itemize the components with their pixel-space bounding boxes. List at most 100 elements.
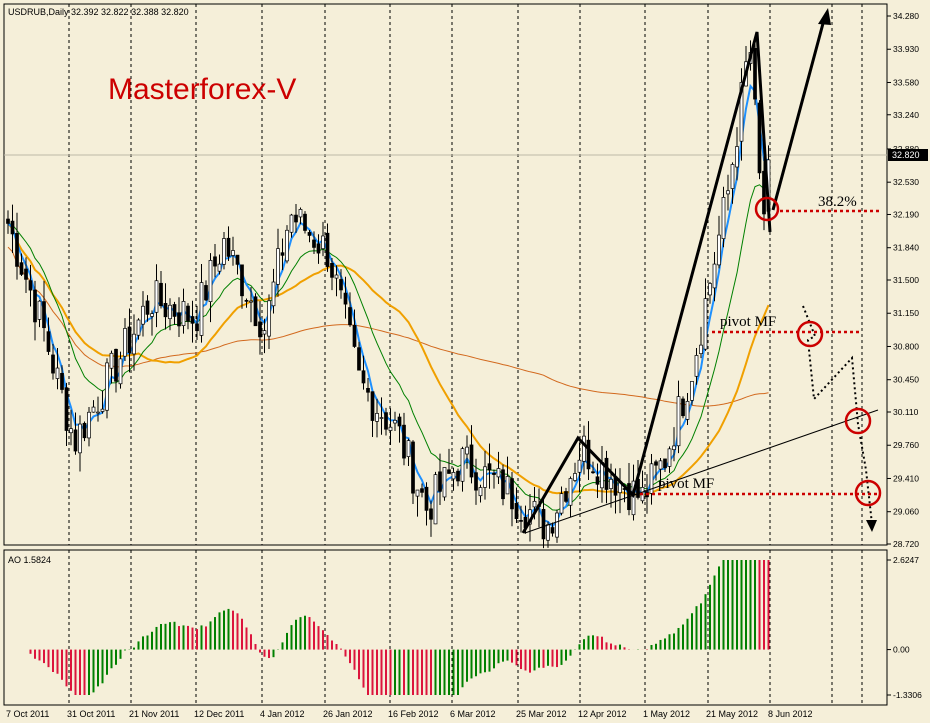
candle-body	[177, 312, 181, 327]
candle-body	[325, 232, 330, 267]
candle-body	[487, 463, 492, 471]
candle-body	[411, 441, 415, 494]
candle-body	[114, 348, 118, 382]
candle-body	[514, 503, 519, 519]
ao-header: AO 1.5824	[8, 555, 51, 565]
candle-body	[726, 190, 730, 195]
price-tick-label: 29.060	[893, 507, 919, 517]
candle-body	[465, 446, 469, 455]
time-tick-label: 7 Oct 2011	[6, 709, 49, 719]
candle-body	[190, 316, 195, 324]
candle-body	[141, 305, 145, 325]
candle-body	[406, 440, 411, 457]
candle-body	[577, 459, 582, 473]
candle-body	[330, 263, 334, 278]
candle-body	[573, 473, 577, 481]
price-tick-label: 30.450	[893, 375, 919, 385]
candle-body	[600, 462, 604, 489]
candle-body	[298, 209, 303, 218]
ao-tick-label: 2.6247	[893, 555, 919, 565]
candle-body	[348, 307, 352, 326]
candle-body	[87, 411, 91, 439]
candle-body	[42, 301, 46, 329]
price-tick-label: 31.150	[893, 308, 919, 318]
time-tick-label: 25 Mar 2012	[516, 709, 567, 719]
time-tick-label: 16 Feb 2012	[388, 709, 439, 719]
candle-body	[708, 283, 712, 296]
candle-body	[253, 296, 258, 327]
candle-body	[352, 324, 357, 347]
candle-body	[19, 262, 24, 275]
candle-body	[685, 401, 690, 420]
price-tick-label: 30.800	[893, 341, 919, 351]
candle-body	[735, 146, 739, 168]
candle-body	[294, 214, 298, 223]
candle-body	[667, 448, 672, 467]
chart-header: USDRUB,Daily 32.392 32.822 32.388 32.820	[8, 7, 189, 17]
candle-body	[271, 281, 276, 307]
arrow-head-down	[866, 520, 877, 532]
candle-body	[447, 469, 451, 474]
candle-body	[496, 468, 501, 478]
pivot-lower-label: pivot MF	[658, 476, 714, 492]
candle-body	[604, 457, 609, 490]
candle-body	[181, 301, 186, 326]
candle-body	[51, 354, 55, 374]
time-tick-label: 12 Dec 2011	[194, 709, 244, 719]
candle-body	[442, 467, 447, 498]
price-tick-label: 28.720	[893, 539, 919, 549]
candle-body	[699, 344, 703, 354]
time-tick-label: 1 May 2012	[643, 709, 690, 719]
time-tick-label: 12 Apr 2012	[578, 709, 627, 719]
candle-body	[460, 448, 465, 482]
pivot-upper-label: pivot MF	[720, 314, 776, 330]
time-tick-label: 26 Jan 2012	[323, 709, 373, 719]
candle-body	[654, 461, 658, 466]
candle-body	[483, 466, 487, 488]
candle-body	[64, 387, 69, 431]
price-tick-label: 30.110	[893, 407, 919, 417]
candle-body	[492, 472, 496, 475]
candle-body	[433, 474, 438, 525]
candle-body	[370, 391, 375, 421]
candle-body	[163, 303, 168, 318]
candle-body	[415, 489, 420, 497]
candle-body	[33, 289, 37, 323]
candle-body	[631, 480, 636, 516]
candle-body	[676, 396, 681, 447]
candle-body	[658, 460, 663, 470]
candle-body	[402, 424, 406, 459]
candle-body	[474, 472, 478, 491]
candle-body	[591, 471, 595, 474]
ao-histogram	[29, 560, 770, 695]
candle-body	[753, 47, 757, 100]
candle-body	[105, 362, 109, 411]
pivot-upper-circle	[796, 320, 824, 348]
time-tick-label: 21 May 2012	[706, 709, 758, 719]
candle-body	[321, 235, 325, 249]
candle-body	[100, 408, 105, 412]
candle-body	[505, 476, 510, 495]
watermark-title: Masterforex-V	[108, 73, 296, 106]
candle-body	[24, 268, 28, 280]
candle-body	[366, 387, 370, 393]
candle-body	[375, 413, 379, 422]
ma-slow-red-line	[7, 246, 769, 407]
candle-body	[649, 463, 654, 494]
price-tick-label: 31.500	[893, 275, 919, 285]
candle-body	[10, 220, 15, 235]
candle-body	[159, 282, 163, 307]
candle-body	[199, 282, 204, 336]
ao-tick-label: -1.3306	[893, 690, 922, 700]
candle-body	[69, 428, 73, 434]
candle-body	[478, 487, 483, 497]
candle-body	[150, 313, 154, 317]
time-tick-label: 4 Jan 2012	[260, 709, 305, 719]
candle-body	[127, 326, 132, 353]
candle-body	[424, 486, 429, 511]
fib-circle	[754, 196, 780, 222]
candle-body	[712, 263, 717, 289]
candle-body	[235, 254, 240, 265]
candle-body	[510, 478, 514, 510]
candle-body	[60, 372, 64, 390]
